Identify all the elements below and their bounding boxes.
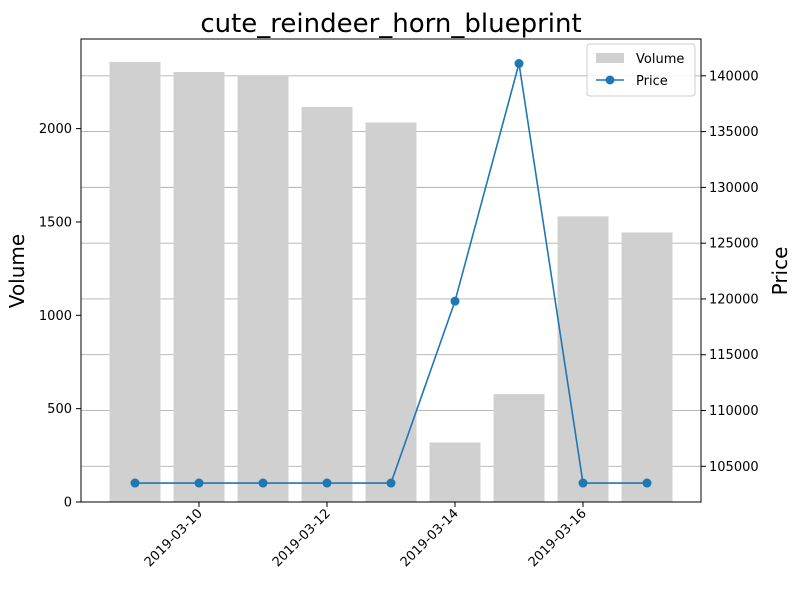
- price-point: [194, 478, 204, 488]
- volume-bar: [109, 61, 161, 502]
- y-tick-label-right: 135000: [709, 125, 759, 140]
- y-tick-label-left: 500: [47, 402, 72, 417]
- volume-bars: [109, 61, 673, 502]
- price-point: [386, 478, 396, 488]
- volume-bar: [365, 122, 417, 502]
- y-tick-label-left: 1000: [39, 309, 72, 324]
- y-tick-label-right: 125000: [709, 237, 759, 252]
- price-point: [450, 296, 460, 306]
- x-tick-label: 2019-03-10: [142, 506, 206, 570]
- legend-swatch-price-marker: [605, 75, 615, 85]
- price-point: [514, 59, 524, 69]
- volume-bar: [621, 232, 673, 502]
- y-tick-label-right: 115000: [709, 348, 759, 363]
- legend-label-price: Price: [636, 74, 668, 89]
- chart-title: cute_reindeer_horn_blueprint: [200, 9, 581, 39]
- y-tick-label-right: 105000: [709, 460, 759, 475]
- price-point: [642, 478, 652, 488]
- y-axis-label-left: Volume: [5, 234, 29, 308]
- y-tick-label-right: 130000: [709, 181, 759, 196]
- price-point: [578, 478, 588, 488]
- chart-text: cute_reindeer_horn_blueprint Volume Pric…: [5, 9, 792, 308]
- legend: Volume Price: [586, 43, 696, 97]
- legend-label-volume: Volume: [636, 52, 684, 67]
- y-tick-label-right: 110000: [709, 404, 759, 419]
- volume-bar: [173, 72, 225, 502]
- y-tick-label-left: 1500: [39, 215, 72, 230]
- x-tick-label: 2019-03-14: [398, 506, 462, 570]
- y-tick-label-left: 2000: [39, 122, 72, 137]
- price-point: [258, 478, 268, 488]
- price-point: [130, 478, 140, 488]
- volume-bar: [493, 394, 545, 502]
- price-point: [322, 478, 332, 488]
- volume-bar: [301, 106, 353, 502]
- x-tick-label: 2019-03-16: [526, 506, 590, 570]
- y-tick-label-right: 120000: [709, 292, 759, 307]
- volume-bar: [429, 442, 481, 502]
- y-tick-label-right: 140000: [709, 69, 759, 84]
- volume-bar: [557, 216, 609, 502]
- x-tick-label: 2019-03-12: [270, 506, 334, 570]
- volume-bar: [237, 75, 289, 502]
- legend-swatch-volume: [596, 53, 624, 63]
- y-tick-label-left: 0: [64, 496, 72, 511]
- plot-frame: [80, 38, 702, 503]
- y-axis-label-right: Price: [768, 247, 792, 296]
- price-series: [130, 59, 652, 488]
